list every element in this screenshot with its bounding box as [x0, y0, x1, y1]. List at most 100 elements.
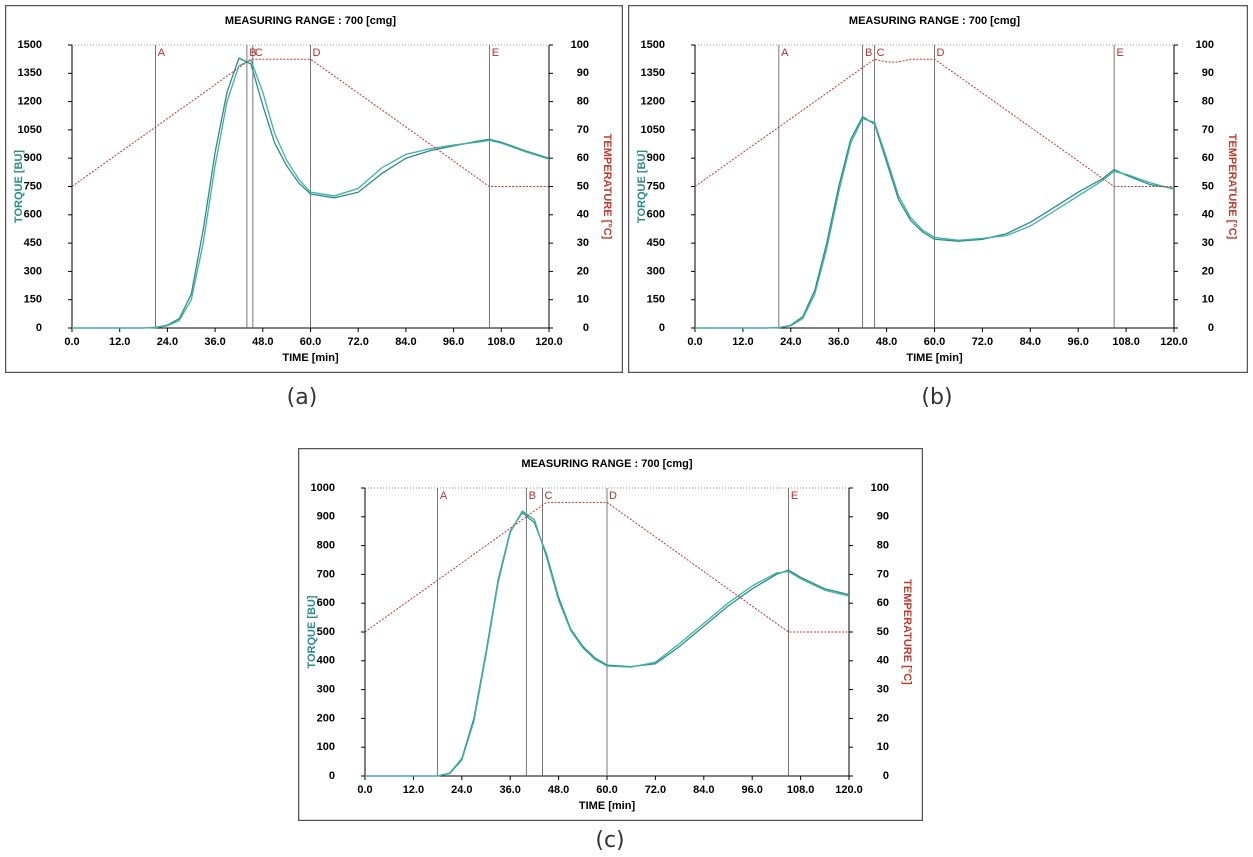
- y2-tick-label: 100: [571, 39, 589, 51]
- temperature-line: [364, 501, 849, 633]
- chart-title: MEASURING RANGE : 700 [cmg]: [225, 15, 396, 27]
- x-tick-label: 96.0: [443, 336, 464, 348]
- y-tick-label: 1050: [641, 124, 665, 136]
- y2-tick-label: 50: [877, 626, 889, 638]
- y2-tick-label: 50: [577, 180, 589, 192]
- y2-tick-label: 10: [877, 741, 889, 753]
- marker-label: B: [529, 490, 536, 502]
- y-tick-label: 1500: [18, 39, 42, 51]
- marker-label: E: [791, 490, 798, 502]
- y-tick-label: 1200: [641, 96, 665, 108]
- y2-tick-label: 20: [877, 712, 889, 724]
- torque-line: [72, 59, 550, 329]
- y-tick-label: 400: [317, 655, 335, 667]
- x-tick-label: 120.0: [535, 336, 563, 348]
- x-tick-label: 36.0: [204, 336, 225, 348]
- x-tick-label: 48.0: [252, 336, 273, 348]
- y-tick-label: 900: [317, 511, 335, 523]
- x-tick-label: 72.0: [972, 336, 993, 348]
- x-tick-label: 12.0: [109, 336, 130, 348]
- x-axis-label: TIME [min]: [282, 352, 339, 364]
- y-tick-label: 300: [317, 684, 335, 696]
- marker-label: A: [781, 47, 789, 59]
- marker-label: E: [1116, 47, 1123, 59]
- x-tick-label: 36.0: [499, 784, 520, 796]
- x-tick-label: 96.0: [741, 784, 762, 796]
- caption: (a): [286, 385, 318, 410]
- marker-label: A: [440, 490, 448, 502]
- y2-tick-label: 70: [577, 124, 589, 136]
- y-tick-label: 700: [317, 568, 335, 580]
- x-tick-label: 108.0: [787, 784, 815, 796]
- y2-axis-label: TEMPERATURE [°C]: [1226, 134, 1238, 240]
- y2-tick-label: 0: [583, 322, 589, 334]
- frame: [628, 5, 1248, 373]
- x-tick-label: 12.0: [403, 784, 424, 796]
- y2-tick-label: 30: [877, 684, 889, 696]
- y-tick-label: 1000: [311, 482, 335, 494]
- y2-tick-label: 40: [1202, 209, 1214, 221]
- x-tick-label: 0.0: [687, 336, 702, 348]
- y2-tick-label: 10: [577, 294, 589, 306]
- y2-tick-label: 50: [1202, 180, 1214, 192]
- marker-label: D: [313, 47, 321, 59]
- marker-label: E: [492, 47, 499, 59]
- marker-label: C: [255, 47, 263, 59]
- y2-tick-label: 90: [1202, 67, 1214, 79]
- y-tick-label: 300: [24, 265, 42, 277]
- x-tick-label: 48.0: [876, 336, 897, 348]
- y-tick-label: 450: [24, 237, 42, 249]
- y-tick-label: 900: [647, 152, 665, 164]
- y2-tick-label: 100: [871, 482, 889, 494]
- y-tick-label: 0: [36, 322, 42, 334]
- chart: MEASURING RANGE : 700 [cmg] 0.0 12.0 24.0 36…: [5, 5, 623, 373]
- y2-tick-label: 30: [1202, 237, 1214, 249]
- y-axis-label: TORQUE [BU]: [306, 595, 318, 668]
- y2-tick-label: 20: [577, 265, 589, 277]
- chart-title: MEASURING RANGE : 700 [cmg]: [849, 15, 1020, 27]
- y2-tick-label: 30: [577, 237, 589, 249]
- y2-tick-label: 40: [877, 655, 889, 667]
- y-tick-label: 1350: [641, 67, 665, 79]
- y-axis-label: TORQUE [BU]: [13, 150, 25, 223]
- chart-title: MEASURING RANGE : 700 [cmg]: [521, 458, 692, 470]
- y-tick-label: 800: [317, 540, 335, 552]
- x-tick-label: 84.0: [1020, 336, 1041, 348]
- chart: MEASURING RANGE : 700 [cmg] 0.0 12.0 24.0 36…: [628, 5, 1248, 373]
- y-tick-label: 750: [24, 180, 42, 192]
- y2-tick-label: 90: [577, 67, 589, 79]
- caption: (c): [595, 828, 625, 853]
- y-tick-label: 1350: [18, 67, 42, 79]
- x-tick-label: 84.0: [693, 784, 714, 796]
- y-tick-label: 500: [317, 626, 335, 638]
- y2-tick-label: 60: [1202, 152, 1214, 164]
- x-tick-label: 72.0: [645, 784, 666, 796]
- y-axis-label: TORQUE [BU]: [636, 150, 648, 223]
- y2-tick-label: 70: [1202, 124, 1214, 136]
- y-tick-label: 750: [647, 180, 665, 192]
- x-tick-label: 60.0: [596, 784, 617, 796]
- y2-tick-label: 100: [1196, 39, 1214, 51]
- marker-label: D: [609, 490, 617, 502]
- marker-label: C: [544, 490, 552, 502]
- y-tick-label: 600: [317, 597, 335, 609]
- x-tick-label: 36.0: [828, 336, 849, 348]
- y2-tick-label: 60: [577, 152, 589, 164]
- marker-label: D: [937, 47, 945, 59]
- frame: [5, 5, 623, 373]
- x-tick-label: 120.0: [1160, 336, 1188, 348]
- y2-tick-label: 80: [577, 96, 589, 108]
- y-tick-label: 1200: [18, 96, 42, 108]
- x-tick-label: 96.0: [1067, 336, 1088, 348]
- x-tick-label: 12.0: [732, 336, 753, 348]
- x-tick-label: 48.0: [548, 784, 569, 796]
- torque-line: [365, 510, 850, 777]
- chart: MEASURING RANGE : 700 [cmg] 0.0 12.0 24.0 36…: [298, 448, 923, 821]
- x-tick-label: 60.0: [300, 336, 321, 348]
- y-tick-label: 600: [24, 209, 42, 221]
- y-tick-label: 450: [647, 237, 665, 249]
- y-tick-label: 150: [647, 294, 665, 306]
- y-tick-label: 1500: [641, 39, 665, 51]
- x-tick-label: 0.0: [357, 784, 372, 796]
- y2-axis-label: TEMPERATURE [°C]: [901, 579, 913, 685]
